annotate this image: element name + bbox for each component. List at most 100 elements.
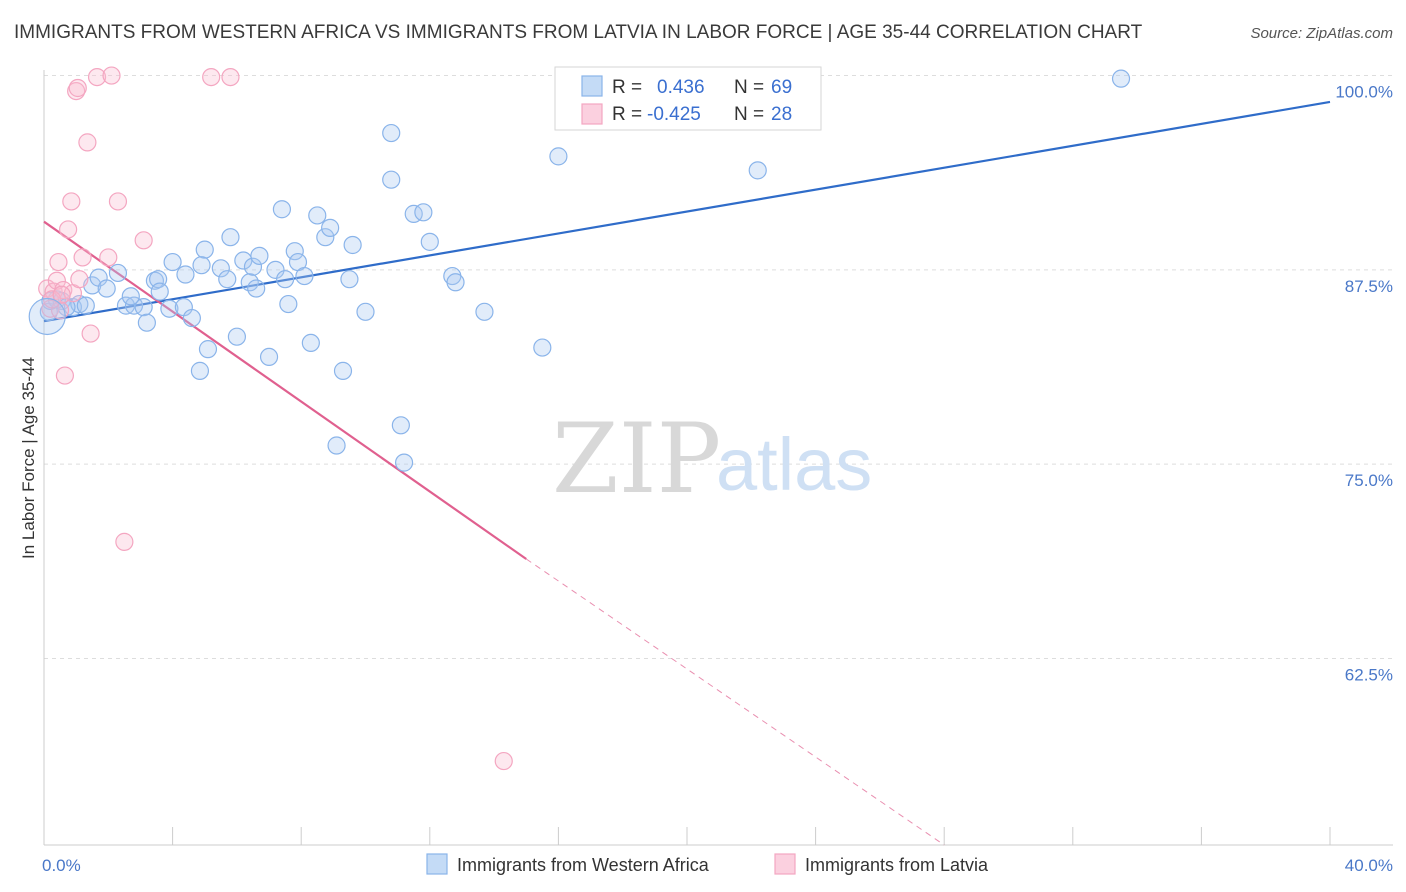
point-0-15 [160, 299, 179, 318]
point-0-19 [182, 308, 201, 328]
stats-r-value-latvia: -0.425 [647, 104, 701, 125]
point-0-24 [218, 270, 237, 289]
point-1-16 [81, 324, 100, 343]
point-0-8 [108, 263, 128, 283]
point-0-46 [356, 302, 375, 321]
watermark-atlas: atlas [716, 423, 872, 506]
point-0-39 [308, 206, 327, 225]
legend-swatch-western-africa [426, 853, 448, 875]
y-tick-label-3: 100.0% [1335, 83, 1393, 102]
point-0-65 [150, 282, 169, 301]
stats-swatch-western-africa [581, 75, 603, 97]
point-1-9 [62, 192, 81, 211]
point-0-35 [285, 242, 304, 261]
point-0-42 [327, 436, 346, 455]
watermark-zip: ZIP [552, 403, 721, 515]
point-0-53 [420, 232, 439, 251]
point-0-60 [1111, 69, 1131, 88]
stats-r-value-western-africa: 0.436 [657, 77, 705, 98]
point-1-23 [202, 67, 221, 87]
point-0-41 [321, 218, 340, 237]
point-0-68 [276, 270, 295, 289]
y-tick-label-2: 87.5% [1345, 277, 1393, 296]
grid [44, 75, 1393, 659]
chart-title: IMMIGRANTS FROM WESTERN AFRICA VS IMMIGR… [14, 22, 1143, 43]
point-0-11 [134, 298, 153, 317]
point-1-14 [73, 248, 92, 267]
point-1-25 [494, 751, 513, 771]
point-0-49 [391, 416, 410, 435]
y-tick-label-1: 75.0% [1345, 471, 1393, 490]
stats-r-label-latvia: R = [612, 104, 642, 125]
point-0-34 [279, 294, 298, 314]
point-0-48 [382, 170, 401, 189]
point-0-29 [243, 257, 263, 276]
stats-r-label-western-africa: R = [612, 77, 642, 98]
stats-n-value-latvia: 28 [771, 104, 792, 125]
x-tick-label-1: 40.0% [1345, 856, 1393, 875]
point-1-15 [78, 133, 97, 152]
trend-line-extension-1 [525, 558, 945, 846]
point-0-25 [221, 228, 240, 247]
point-0-32 [266, 260, 285, 279]
tick-labels: 62.5% 75.0% 87.5% 100.0% 0.0% 40.0% [42, 83, 1393, 875]
point-0-55 [446, 273, 465, 292]
series-legend: Immigrants from Western Africa Immigrant… [426, 853, 989, 875]
stats-n-value-western-africa: 69 [771, 77, 792, 98]
point-0-56 [475, 302, 494, 321]
point-0-67 [247, 279, 266, 298]
point-0-12 [137, 313, 156, 332]
point-1-3 [47, 271, 66, 290]
legend-label-latvia: Immigrants from Latvia [805, 855, 989, 875]
point-1-4 [49, 252, 68, 272]
point-0-66 [192, 256, 211, 275]
point-0-33 [272, 200, 292, 219]
point-0-30 [250, 246, 269, 265]
watermark: ZIP atlas [552, 403, 872, 515]
point-1-11 [67, 81, 86, 101]
point-1-8 [59, 220, 78, 239]
point-0-58 [549, 147, 568, 166]
point-0-57 [533, 338, 552, 357]
point-0-52 [414, 203, 433, 222]
point-1-17 [87, 67, 107, 87]
point-0-20 [190, 361, 210, 380]
point-1-20 [108, 192, 128, 211]
point-0-38 [301, 333, 320, 353]
point-0-45 [343, 235, 362, 255]
point-0-50 [394, 453, 414, 472]
point-0-43 [333, 361, 353, 380]
point-0-23 [211, 259, 230, 278]
stats-n-label-latvia: N = [734, 104, 764, 125]
legend-swatch-latvia [774, 853, 796, 875]
point-0-21 [195, 240, 214, 259]
legend-label-western-africa: Immigrants from Western Africa [457, 855, 710, 875]
point-1-18 [99, 248, 118, 267]
point-0-44 [340, 270, 359, 289]
point-0-64 [121, 287, 140, 306]
point-0-40 [316, 228, 335, 247]
point-1-22 [134, 231, 153, 250]
axes [43, 70, 1393, 846]
point-0-22 [198, 340, 218, 359]
point-0-18 [176, 265, 195, 284]
stats-swatch-latvia [581, 103, 603, 125]
chart-source: Source: ZipAtlas.com [1250, 25, 1393, 42]
point-0-7 [97, 279, 116, 298]
point-0-59 [748, 161, 767, 180]
data-points [28, 66, 1131, 771]
y-axis-label: In Labor Force | Age 35-44 [19, 357, 38, 559]
x-tick-label-0: 0.0% [42, 856, 81, 875]
point-1-7 [55, 366, 74, 385]
stats-n-label-western-africa: N = [734, 77, 764, 98]
point-1-27 [52, 285, 71, 304]
point-1-13 [70, 270, 89, 289]
point-1-21 [115, 532, 134, 551]
trend-line-0 [43, 100, 1331, 323]
point-cluster-0 [28, 297, 66, 336]
point-1-24 [221, 67, 240, 87]
point-1-12 [68, 78, 87, 98]
stats-legend: R = 0.436 N = 69 R = -0.425 N = 28 [554, 66, 822, 131]
y-tick-label-0: 62.5% [1345, 665, 1393, 684]
